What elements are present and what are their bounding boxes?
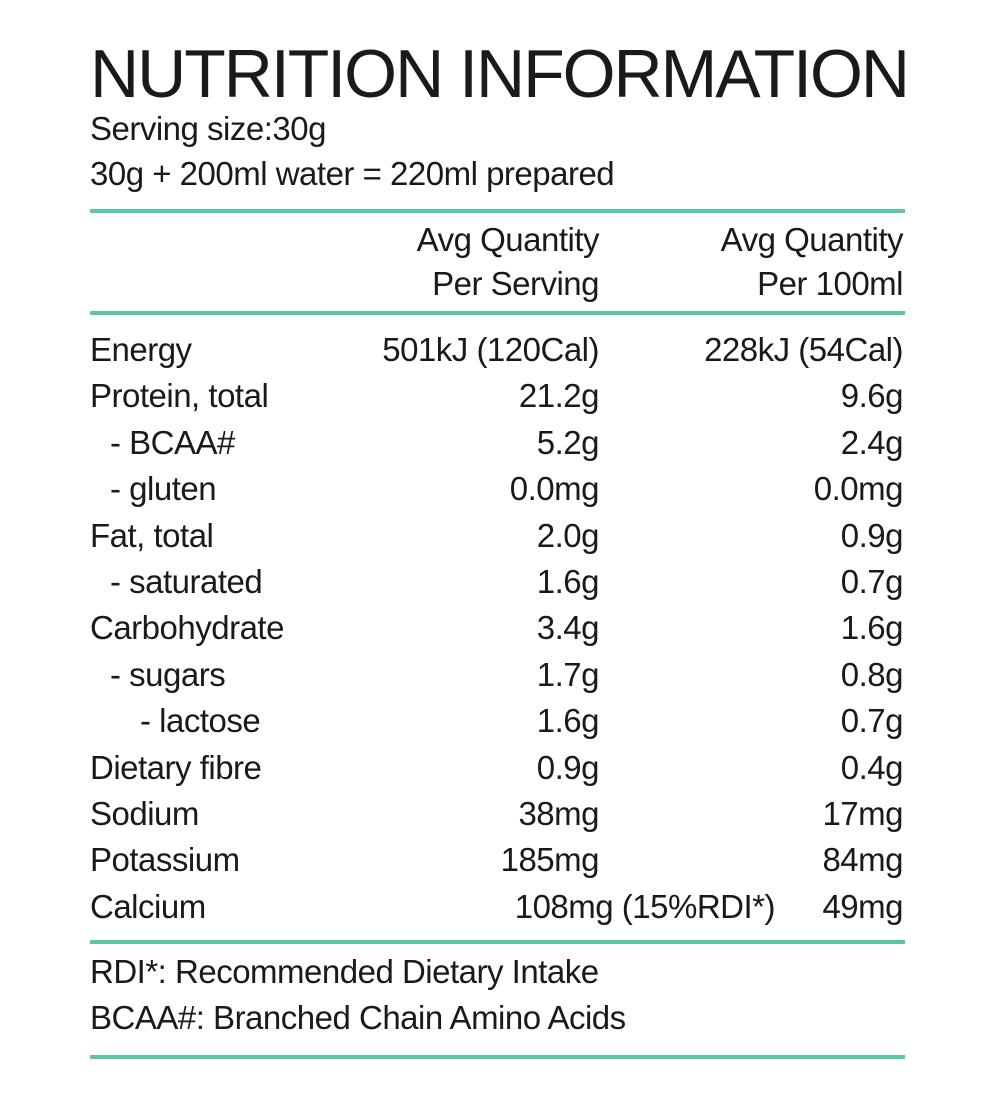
nutrient-label: - gluten	[110, 470, 217, 508]
per-100ml-value: 0.4g	[840, 748, 904, 786]
nutrient-label: Fat, total	[90, 516, 214, 554]
table-row: Calcium 108mg (15%RDI*) 49mg	[90, 884, 905, 930]
per-serving-value: 501kJ (120Cal)	[382, 331, 599, 368]
per-serving-value: 185mg	[500, 841, 600, 879]
table-row: - gluten 0.0mg 0.0mg	[90, 466, 905, 512]
per-100ml-value: 0.9g	[840, 516, 904, 554]
per-serving-value: 21.2g	[518, 377, 600, 415]
table-row: - lactose 1.6g 0.7g	[90, 698, 905, 744]
table-row: Sodium 38mg 17mg	[90, 791, 905, 837]
footnote-bcaa: BCAA#: Branched Chain Amino Acids	[90, 999, 626, 1036]
table-row: Energy 501kJ (120Cal) 228kJ (54Cal)	[90, 327, 905, 373]
column-header-per-serving-line1: Avg Quantity	[416, 221, 600, 258]
nutrient-label: Sodium	[90, 794, 199, 832]
nutrient-label: Potassium	[90, 841, 240, 879]
divider-top	[90, 209, 905, 213]
panel-title: NUTRITION INFORMATION	[90, 36, 910, 112]
nutrient-label: Carbohydrate	[90, 609, 284, 647]
per-100ml-value: 2.4g	[840, 423, 904, 461]
preparation-note: 30g + 200ml water = 220ml prepared	[90, 155, 615, 192]
per-100ml-value: 0.7g	[840, 702, 904, 740]
nutrition-panel: NUTRITION INFORMATION Serving size:30g 3…	[90, 0, 910, 1114]
per-serving-value: 2.0g	[536, 516, 600, 554]
per-100ml-value: 49mg	[822, 887, 903, 925]
divider-bottom	[90, 1055, 905, 1059]
nutrient-label: - lactose	[140, 702, 261, 740]
table-row: - BCAA# 5.2g 2.4g	[90, 420, 905, 466]
table-row: - saturated 1.6g 0.7g	[90, 559, 905, 605]
per-serving-value: 1.6g	[536, 562, 600, 600]
nutrient-label: - sugars	[110, 655, 226, 693]
column-header-per-100ml-line2: Per 100ml	[757, 265, 903, 302]
column-header-per-serving-line2: Per Serving	[432, 265, 599, 302]
per-100ml-value: 17mg	[822, 794, 903, 832]
nutrient-label: - saturated	[110, 562, 263, 600]
per-serving-value: 0.9g	[536, 748, 600, 786]
divider-header	[90, 311, 905, 315]
table-row: Potassium 185mg 84mg	[90, 837, 905, 883]
nutrient-label: Protein, total	[90, 377, 269, 415]
per-serving-value: 5.2g	[536, 423, 600, 461]
table-row: Carbohydrate 3.4g 1.6g	[90, 605, 905, 651]
per-100ml-value: 0.0mg	[813, 470, 904, 508]
table-row: Protein, total 21.2g 9.6g	[90, 373, 905, 419]
per-serving-value: 0.0mg	[509, 470, 600, 508]
per-serving-value: 108mg (15%RDI*)	[514, 887, 776, 925]
per-serving-value: 1.7g	[536, 655, 600, 693]
nutrient-label: Calcium	[90, 887, 206, 925]
per-100ml-value: 9.6g	[840, 377, 904, 415]
table-row: Dietary fibre 0.9g 0.4g	[90, 745, 905, 791]
footnote-rdi: RDI*: Recommended Dietary Intake	[90, 953, 599, 990]
table-row: Fat, total 2.0g 0.9g	[90, 513, 905, 559]
per-100ml-value: 228kJ (54Cal)	[704, 331, 903, 368]
table-row: - sugars 1.7g 0.8g	[90, 652, 905, 698]
nutrient-label: Energy	[90, 331, 192, 368]
per-serving-value: 1.6g	[536, 702, 600, 740]
nutrient-label: Dietary fibre	[90, 748, 262, 786]
per-100ml-value: 0.7g	[840, 562, 904, 600]
per-serving-value: 3.4g	[536, 609, 600, 647]
column-header-per-100ml-line1: Avg Quantity	[720, 221, 904, 258]
per-100ml-value: 0.8g	[840, 655, 904, 693]
per-100ml-value: 84mg	[822, 841, 903, 879]
nutrient-table: Energy 501kJ (120Cal) 228kJ (54Cal) Prot…	[90, 327, 905, 930]
per-100ml-value: 1.6g	[840, 609, 904, 647]
divider-footer	[90, 940, 905, 944]
per-serving-value: 38mg	[518, 794, 599, 832]
nutrient-label: - BCAA#	[110, 423, 235, 461]
serving-size: Serving size:30g	[90, 110, 326, 147]
